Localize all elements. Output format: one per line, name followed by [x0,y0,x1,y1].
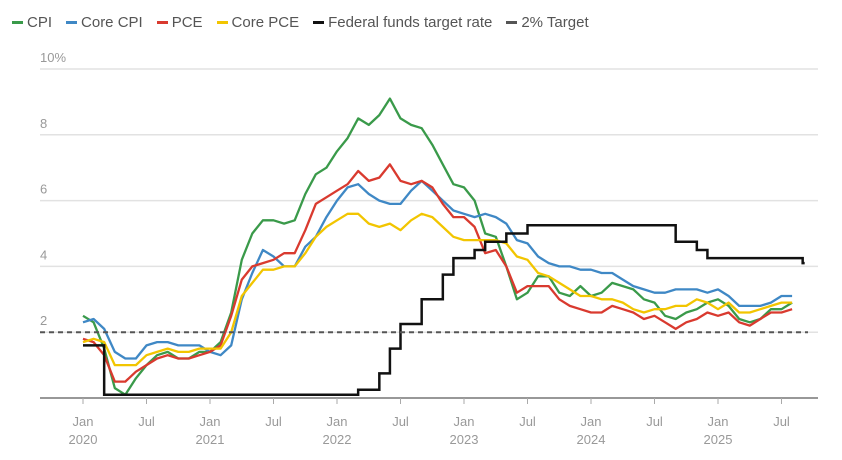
x-tick-label: Jul [646,414,663,429]
legend-swatch [216,21,228,24]
legend-item-federal-funds-target-rate: Federal funds target rate [313,14,492,31]
series-cpi [82,97,793,396]
fed-funds-line [83,224,805,396]
x-tick-year: 2022 [323,432,352,447]
legend-item-pce: PCE [156,14,203,31]
x-tick-label: Jan [327,414,348,429]
series-federal-funds-target-rate [83,224,805,396]
x-tick-year: 2021 [196,432,225,447]
x-tick-label: Jul [773,414,790,429]
legend-label: CPI [27,14,53,31]
legend-swatch [506,21,518,24]
y-tick-label: 8 [40,116,47,131]
series-line [82,163,793,383]
legend-item-2-target: 2% Target [506,14,589,31]
y-tick-label: 4 [40,247,47,262]
legend-swatch [313,21,325,24]
x-tick-label: Jan [581,414,602,429]
legend-label: Federal funds target rate [328,14,493,31]
x-tick-year: 2023 [450,432,479,447]
x-tick-label: Jul [265,414,282,429]
legend-label: PCE [171,14,203,31]
series-line [82,97,793,396]
legend-item-cpi: CPI [12,14,52,31]
x-tick-label: Jan [454,414,475,429]
series-line [82,212,793,367]
series-pce [82,163,793,383]
legend: CPI Core CPI PCE Core PCE Federal funds targ… [12,14,589,31]
legend-swatch [12,21,23,24]
legend-label: Core CPI [81,14,143,31]
x-tick-year: 2024 [577,432,606,447]
x-tick-label: Jul [519,414,536,429]
y-tick-label: 6 [40,182,47,197]
legend-swatch [66,21,78,24]
x-tick-year: 2025 [704,432,733,447]
x-tick-label: Jan [73,414,94,429]
legend-item-core-pce: Core PCE [216,14,300,31]
legend-label: 2% Target [521,14,589,31]
x-tick-label: Jan [200,414,221,429]
y-tick-label: 10% [40,50,66,65]
legend-label: Core PCE [231,14,300,31]
series-core-pce [82,212,793,367]
x-tick-year: 2020 [69,432,98,447]
legend-swatch [156,21,168,24]
x-tick-label: Jul [392,414,409,429]
y-tick-label: 2 [40,313,47,328]
x-tick-label: Jan [708,414,729,429]
legend-item-core-cpi: Core CPI [66,14,143,31]
x-tick-label: Jul [138,414,155,429]
